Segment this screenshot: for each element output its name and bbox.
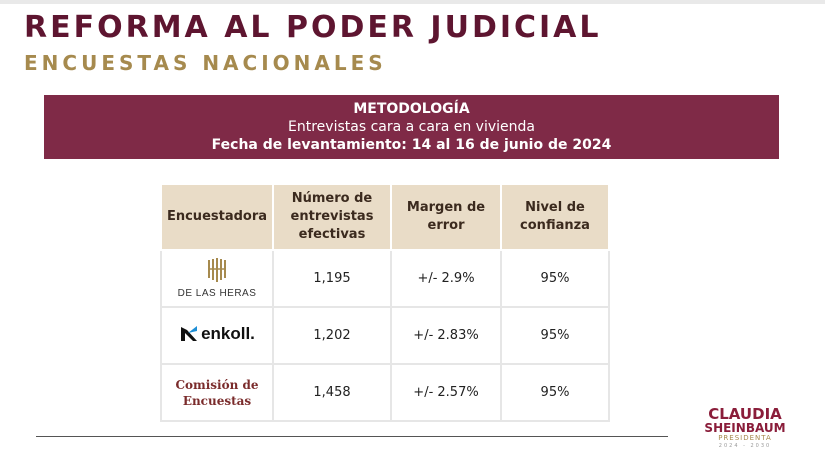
- pollster-cell: Comisión de Encuestas: [160, 363, 274, 422]
- margin-cell: +/- 2.83%: [390, 306, 502, 365]
- survey-table: Encuestadora Número de entrevistas efect…: [160, 183, 610, 422]
- table-row: enkoll. 1,202 +/- 2.83% 95%: [160, 306, 610, 365]
- interviews-cell: 1,202: [272, 306, 392, 365]
- heras-logo: DE LAS HERAS: [178, 257, 257, 300]
- slide-top-border: [0, 0, 825, 4]
- confidence-cell: 95%: [500, 363, 610, 422]
- interviews-cell: 1,195: [272, 249, 392, 308]
- table-header-row: Encuestadora Número de entrevistas efect…: [160, 183, 610, 251]
- header-confidence: Nivel de confianza: [500, 183, 610, 251]
- heras-logo-text: DE LAS HERAS: [177, 288, 257, 299]
- enkoll-logo: enkoll.: [179, 324, 255, 344]
- methodology-line-2: Fecha de levantamiento: 14 al 16 de juni…: [211, 137, 612, 153]
- methodology-line-1: Entrevistas cara a cara en vivienda: [288, 119, 535, 135]
- brand-name-2: SHEINBAUM: [704, 421, 786, 435]
- brand-name-1: CLAUDIA: [708, 405, 782, 423]
- brand-years: 2024 - 2030: [718, 443, 772, 449]
- brand-logo: CLAUDIA SHEINBAUM PRESIDENTA 2024 - 2030: [698, 407, 792, 450]
- comision-logo-line-1: Comisión de: [175, 377, 259, 392]
- table-row: DE LAS HERAS 1,195 +/- 2.9% 95%: [160, 249, 610, 308]
- enkoll-logo-icon: [181, 325, 198, 341]
- confidence-cell: 95%: [500, 249, 610, 308]
- methodology-banner: METODOLOGÍA Entrevistas cara a cara en v…: [44, 95, 779, 159]
- table-row: Comisión de Encuestas 1,458 +/- 2.57% 95…: [160, 363, 610, 422]
- header-margin: Margen de error: [390, 183, 502, 251]
- header-pollster: Encuestadora: [160, 183, 274, 251]
- page-title: REFORMA AL PODER JUDICIAL: [24, 10, 602, 45]
- footer-divider: [36, 436, 668, 437]
- methodology-title: METODOLOGÍA: [353, 101, 470, 117]
- header-interviews: Número de entrevistas efectivas: [272, 183, 392, 251]
- comision-logo: Comisión de Encuestas: [163, 377, 271, 409]
- margin-cell: +/- 2.57%: [390, 363, 502, 422]
- page-subtitle: ENCUESTAS NACIONALES: [24, 51, 387, 75]
- confidence-cell: 95%: [500, 306, 610, 365]
- pollster-cell: DE LAS HERAS: [160, 249, 274, 308]
- pollster-cell: enkoll.: [160, 306, 274, 365]
- enkoll-logo-text: enkoll.: [201, 323, 255, 343]
- comision-logo-line-2: Encuestas: [182, 393, 252, 408]
- brand-role: PRESIDENTA: [718, 434, 772, 442]
- interviews-cell: 1,458: [272, 363, 392, 422]
- margin-cell: +/- 2.9%: [390, 249, 502, 308]
- heras-logo-icon: [208, 258, 226, 282]
